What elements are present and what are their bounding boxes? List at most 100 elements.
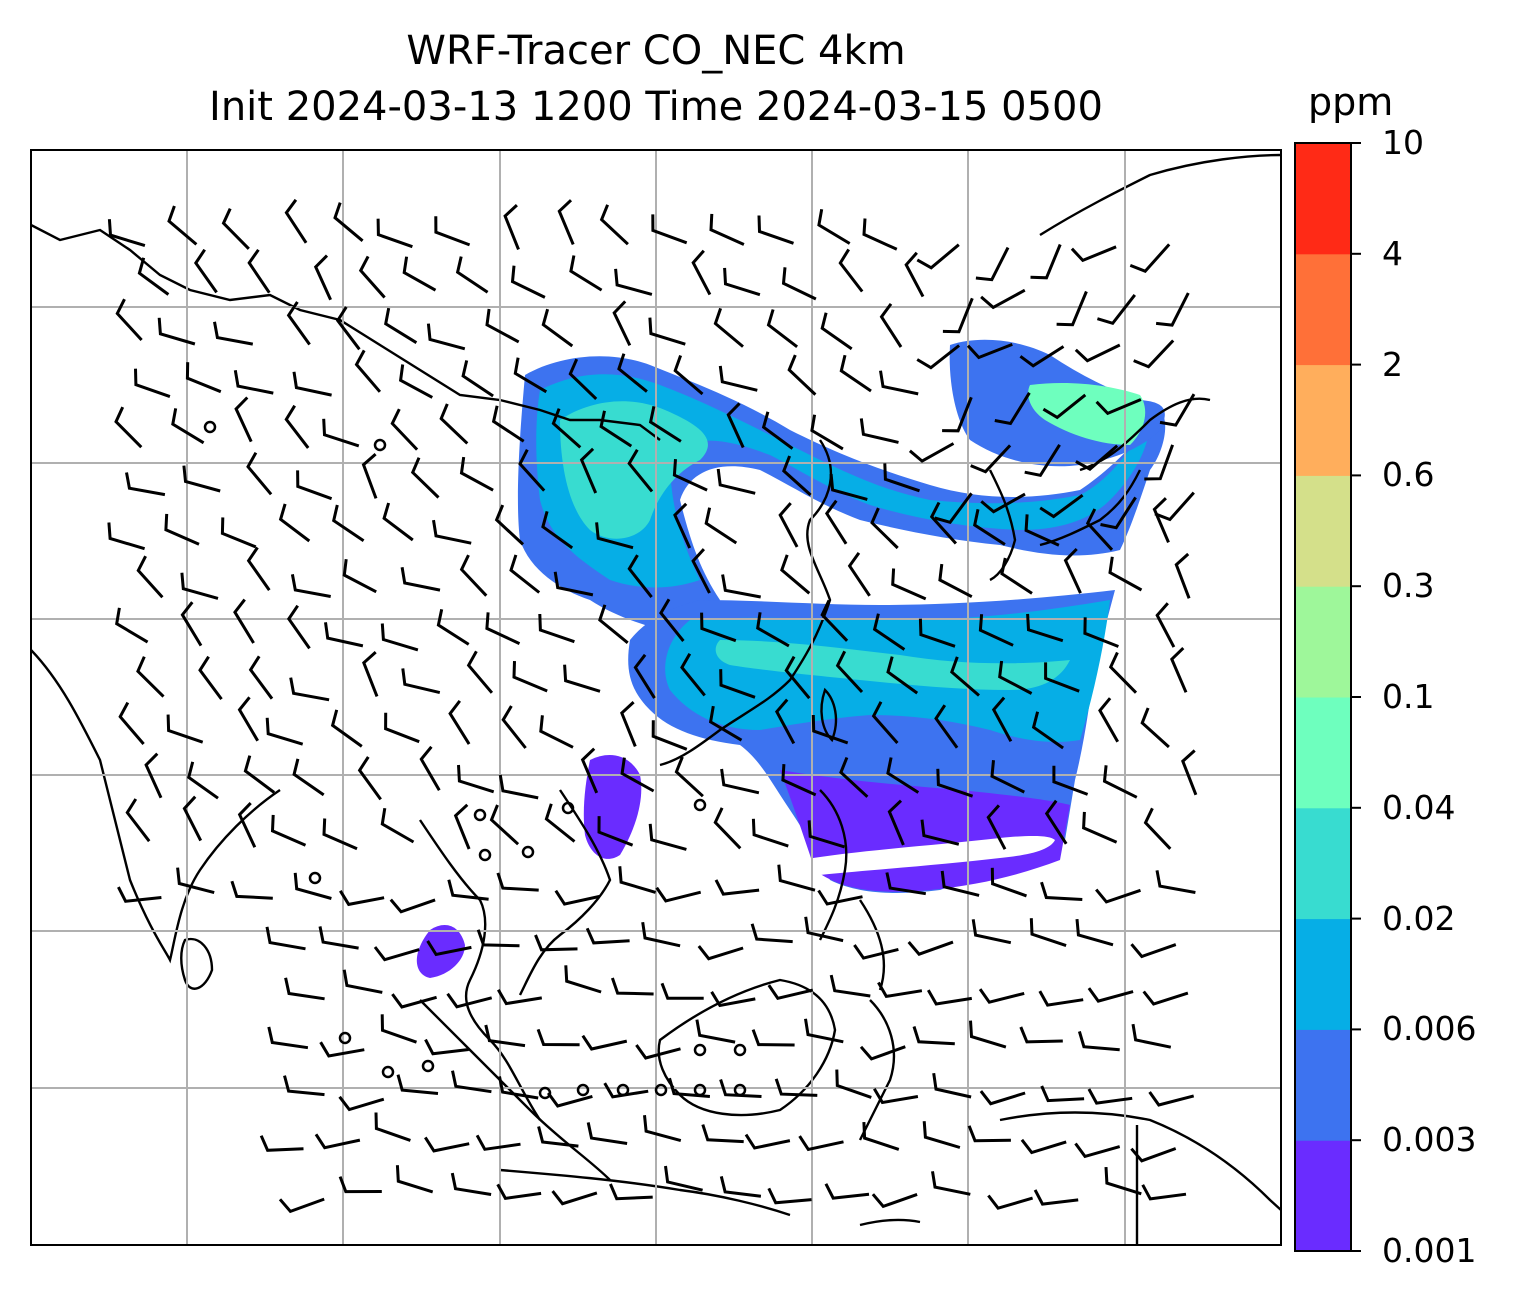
wind-barb <box>461 360 494 398</box>
wind-barb <box>774 698 796 745</box>
colorbar-block <box>1295 1029 1351 1141</box>
wind-barb <box>1102 765 1138 799</box>
wind-barb <box>380 1014 417 1044</box>
wind-barb <box>107 219 146 248</box>
wind-barb <box>618 866 657 894</box>
wind-barb <box>509 554 541 594</box>
wind-barb <box>498 1076 539 1100</box>
wind-barb <box>853 944 899 960</box>
wind-barb <box>835 1069 872 1099</box>
wind-barb <box>296 470 333 501</box>
wind-barb <box>744 1133 791 1150</box>
wind-barb <box>883 463 920 493</box>
coastline-sulawesi <box>858 999 896 1141</box>
wind-barb <box>1098 697 1120 743</box>
wind-barb <box>916 243 960 270</box>
wind-barb <box>333 202 364 242</box>
wind-barb <box>838 248 864 293</box>
wind-barb <box>931 1171 971 1196</box>
wind-barb <box>117 886 162 903</box>
wind-barb <box>835 650 864 694</box>
colorbar-tick-label: 0.001 <box>1382 1231 1477 1270</box>
wind-barb <box>599 410 633 448</box>
wind-barb <box>180 601 203 647</box>
wind-barb <box>672 458 708 492</box>
wind-barb <box>1019 345 1065 368</box>
wind-barb <box>434 216 471 247</box>
wind-barb <box>182 795 203 842</box>
wind-barb <box>115 607 149 644</box>
wind-barb <box>817 208 851 245</box>
wind-barb <box>1083 617 1119 648</box>
wind-barb <box>879 303 903 348</box>
coastline-philippines <box>818 789 886 991</box>
wind-barb <box>1085 508 1114 551</box>
wind-barb <box>716 468 756 495</box>
wind-barb <box>1108 556 1143 592</box>
wind-barb <box>859 1045 906 1061</box>
calm-wind-marker <box>654 1083 668 1097</box>
coastline-timor <box>859 1218 921 1227</box>
wind-barb <box>1024 514 1060 547</box>
wind-barb <box>446 992 493 1009</box>
wind-barb <box>680 652 706 697</box>
wind-barb <box>1154 491 1195 522</box>
wind-barb <box>484 1024 526 1048</box>
wind-barb <box>1074 1142 1121 1159</box>
wind-barb <box>824 499 848 545</box>
calm-wind-marker <box>693 798 707 812</box>
wind-barb <box>581 1034 628 1051</box>
wind-barb <box>887 799 905 846</box>
wind-barb <box>436 608 470 646</box>
wind-barb <box>1024 444 1061 477</box>
wind-barb <box>537 1126 579 1148</box>
wind-barb <box>466 650 494 694</box>
wind-barb <box>617 353 648 393</box>
wind-barb <box>230 880 273 900</box>
wind-barb <box>1056 290 1088 327</box>
colorbar-ticks <box>1351 142 1361 1252</box>
wind-barb <box>969 1020 1007 1049</box>
wind-barb <box>125 798 151 843</box>
coastline-india <box>31 649 281 964</box>
wind-barbs <box>107 198 1198 1214</box>
coastline-new-guinea <box>999 1111 1281 1211</box>
wind-barb <box>872 613 906 651</box>
wind-barb <box>585 927 630 945</box>
wind-barb <box>538 613 575 644</box>
wind-barb <box>513 357 548 394</box>
wind-barb <box>922 1121 961 1149</box>
wind-barb <box>185 362 222 394</box>
wind-barb <box>395 1165 434 1194</box>
wind-barb <box>579 447 598 494</box>
wind-barb <box>342 559 377 594</box>
wind-barb <box>970 444 1012 474</box>
wind-barb <box>862 218 898 251</box>
wind-barb <box>293 872 332 900</box>
map-frame <box>30 149 1282 1246</box>
wind-barb <box>651 720 688 751</box>
calm-wind-marker <box>561 801 575 815</box>
wind-barb <box>265 926 306 951</box>
plume-band-white <box>799 835 1055 875</box>
wind-barb <box>620 757 655 793</box>
wind-barb <box>447 879 489 901</box>
wind-barb <box>701 1124 744 1144</box>
wind-barb <box>357 756 382 801</box>
wind-barb <box>597 816 634 847</box>
wind-barb <box>719 1176 762 1198</box>
wind-barb <box>546 1092 593 1108</box>
wind-barb <box>798 1135 844 1152</box>
wind-barb <box>451 1070 492 1094</box>
wind-barb <box>966 343 1013 360</box>
wind-barb <box>781 764 817 797</box>
wind-barb <box>489 804 520 846</box>
wind-barb <box>221 207 250 250</box>
wind-barb <box>859 418 899 444</box>
wind-barb <box>362 650 379 697</box>
wind-barb <box>382 502 414 542</box>
coastline-china-east <box>659 439 833 767</box>
calm-wind-marker <box>338 1031 352 1045</box>
wind-barb <box>920 819 960 846</box>
wind-barb <box>942 396 973 433</box>
